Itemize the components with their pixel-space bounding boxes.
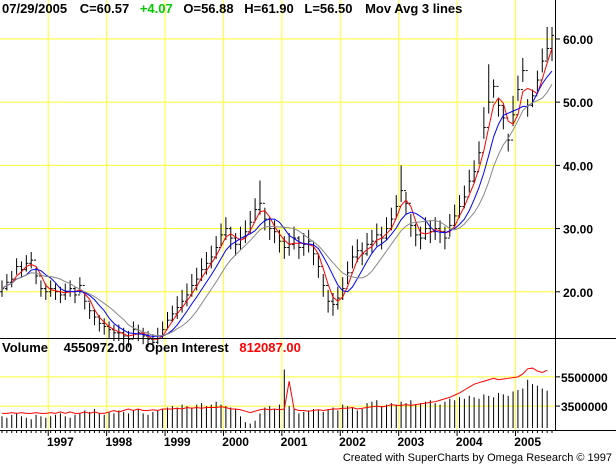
ohlc-bar [9,270,14,288]
price-tick-label: 30.00 [563,223,593,237]
time-tick-label: 2004 [456,435,483,449]
header-high: H=61.90 [244,1,294,16]
open-interest-label: Open Interest [145,340,229,355]
ohlc-bar [491,79,496,103]
header-indicator: Mov Avg 3 lines [365,1,462,16]
time-tick-label: 2002 [339,435,366,449]
moving-average-mid [1,70,553,338]
ohlc-bar [384,217,389,240]
ohlc-bar [43,283,48,300]
ohlc-bar [38,275,43,297]
header-date: 07/29/2005 [2,1,67,16]
ohlc-bar [496,85,501,117]
time-tick-label: 2000 [222,435,249,449]
time-tick-label: 1997 [47,435,74,449]
moving-averages [1,48,553,340]
header-low: L=56.50 [304,1,352,16]
volume-header: Volume 4550972.00 Open Interest 812087.0… [2,340,301,355]
ohlc-bar [24,255,29,272]
ohlc-bar [87,300,92,319]
ohlc-bar [365,232,370,256]
ohlc-bar [530,89,535,108]
ohlc-bar [63,283,68,300]
price-tick-label: 20.00 [563,286,593,300]
ohlc-bar [418,226,423,250]
ohlc-bar [92,308,97,326]
volume-bars [1,369,548,428]
ohlc-bar [520,57,525,91]
ohlc-bar [4,274,9,291]
ohlc-bar [48,280,53,297]
ohlc-bar [53,283,58,300]
ohlc-bar [447,214,452,239]
ohlc-bar [272,220,277,244]
ohlc-bar [452,204,457,228]
footer-credit: Created with SuperCharts by Omega Resear… [343,452,612,464]
ohlc-bar [170,305,175,323]
header-open: O=56.88 [183,1,233,16]
ohlc-bar [102,318,107,335]
price-tick-label: 50.00 [563,96,593,110]
time-axis: 1997 1998 1999 2000 2001 2002 2003 2004 2005 [1,430,553,449]
chart-header: 07/29/2005 C=60.57 +4.07 O=56.88 H=61.90… [2,1,462,16]
ohlc-bar [413,223,418,247]
ohlc-bar [257,180,262,215]
ohlc-bar [301,232,306,256]
ohlc-bar [228,226,233,250]
price-tick-label: 40.00 [563,159,593,173]
open-interest-line [2,367,548,414]
moving-average-fast [1,48,553,340]
price-axis: 60.00 50.00 40.00 30.00 20.00 [555,33,593,300]
ohlc-bar [223,217,228,240]
open-interest-layer [2,367,548,414]
ohlc-bar [501,104,506,130]
volume-value: 4550972.00 [64,340,133,355]
ohlc-bar [296,236,301,259]
ohlc-bar [29,251,34,269]
ohlc-bar [73,286,78,304]
open-interest-value: 812087.00 [239,340,300,355]
ohlc-bar [34,259,39,285]
ohlc-bar [369,229,374,253]
ohlc-bar [335,286,340,310]
volume-tick-label: 5500000 [561,371,608,385]
moving-average-slow [1,83,553,337]
time-tick-label: 1999 [164,435,191,449]
ohlc-bar [82,284,87,310]
ohlc-bar [355,239,360,263]
header-close: C=60.57 [80,1,130,16]
volume-axis: 5500000 3500000 [555,371,608,414]
ohlc-bar [403,190,408,215]
time-tick-label: 2005 [514,435,541,449]
time-tick-label: 2001 [281,435,308,449]
ohlc-bar [472,160,477,184]
time-tick-label: 1998 [105,435,132,449]
price-tick-label: 60.00 [563,33,593,47]
ohlc-bar [408,202,413,237]
volume-label: Volume [2,340,48,355]
grid-lines [0,0,555,430]
header-change: +4.07 [140,1,173,16]
ohlc-bar [545,26,550,62]
ohlc-bar [326,284,331,313]
volume-tick-label: 3500000 [561,400,608,414]
time-tick-label: 2003 [397,435,424,449]
